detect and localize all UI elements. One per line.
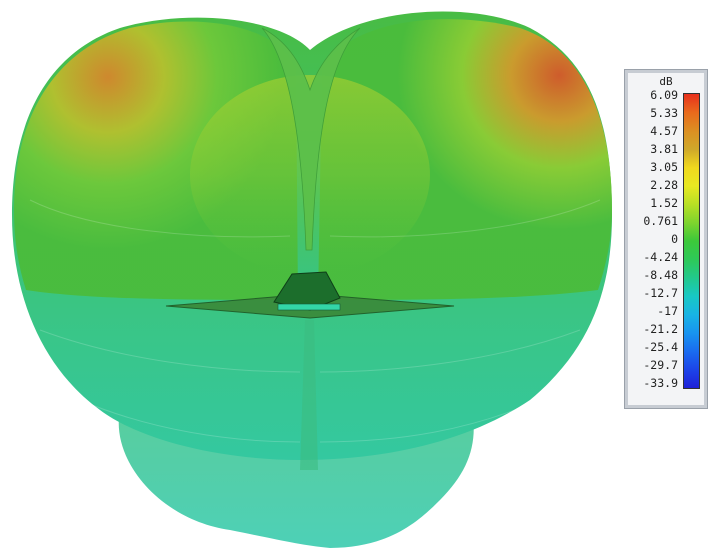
- legend-tick-label: 2.28: [650, 178, 678, 192]
- legend-unit: dB: [659, 75, 673, 88]
- legend-tick-label: 5.33: [650, 106, 678, 120]
- legend-tick-label: 1.52: [650, 196, 678, 210]
- legend-tick-label: -4.24: [643, 250, 678, 264]
- legend-tick-label: 3.81: [650, 142, 678, 156]
- legend-tick-label: 0.761: [643, 214, 678, 228]
- legend-tick-label: -17: [657, 304, 678, 318]
- legend-colorbar: [683, 93, 700, 389]
- legend-tick-label: 3.05: [650, 160, 678, 174]
- radiation-pattern-3d: [12, 11, 612, 548]
- color-legend: dB 6.09 5.33 4.57 3.81 3.05 2.28 1.52 0.761 0 -4.…: [624, 69, 708, 409]
- legend-tick-label: 6.09: [650, 88, 678, 102]
- legend-tick-label: 0: [671, 232, 678, 246]
- legend-tick-label: 4.57: [650, 124, 678, 138]
- null-funnel: [261, 27, 361, 251]
- legend-tick-label: -8.48: [643, 268, 678, 282]
- legend-tick-label: -21.2: [643, 322, 678, 336]
- color-legend-panel: dB 6.09 5.33 4.57 3.81 3.05 2.28 1.52 0.761 0 -4.…: [628, 73, 704, 405]
- null-funnel-lower: [300, 320, 318, 470]
- legend-tick-label: -33.9: [643, 376, 678, 390]
- antenna-feed: [277, 303, 341, 311]
- legend-tick-label: -25.4: [643, 340, 678, 354]
- legend-tick-label: -29.7: [643, 358, 678, 372]
- legend-tick-label: -12.7: [643, 286, 678, 300]
